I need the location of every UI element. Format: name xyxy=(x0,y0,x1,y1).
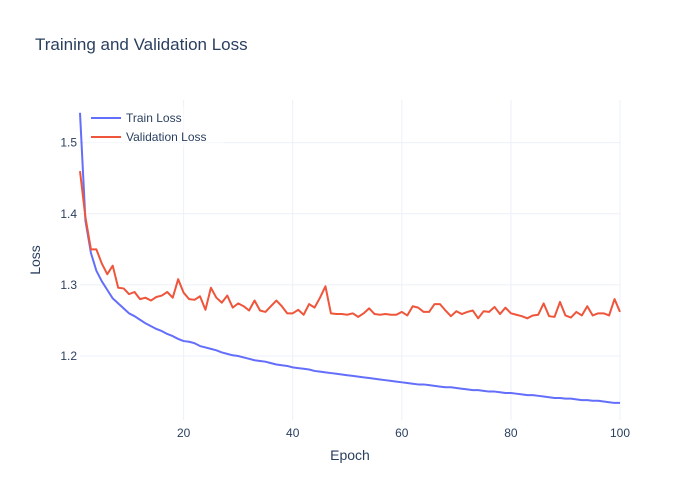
series-line-train-loss xyxy=(79,112,620,404)
y-tick-label: 1.5 xyxy=(60,136,77,150)
grid-lines xyxy=(80,100,621,420)
series-line-validation-loss xyxy=(79,170,621,320)
legend-label: Validation Loss xyxy=(126,130,207,144)
legend-item[interactable]: Validation Loss xyxy=(91,130,207,144)
x-axis-title: Epoch xyxy=(330,447,370,463)
y-axis-ticks: 1.2 1.3 1.4 1.5 xyxy=(60,136,77,363)
y-tick-label: 1.4 xyxy=(60,207,77,221)
y-tick-label: 1.3 xyxy=(60,278,77,292)
legend[interactable]: Train Loss Validation Loss xyxy=(84,106,224,148)
x-tick-label: 80 xyxy=(504,426,518,440)
legend-item[interactable]: Train Loss xyxy=(91,111,182,125)
legend-background xyxy=(84,106,224,148)
legend-label: Train Loss xyxy=(126,111,182,125)
x-tick-label: 40 xyxy=(286,426,300,440)
chart-title: Training and Validation Loss xyxy=(35,35,248,54)
x-tick-label: 60 xyxy=(395,426,409,440)
y-axis-title: Loss xyxy=(27,245,43,275)
y-tick-label: 1.2 xyxy=(60,349,77,363)
x-tick-label: 100 xyxy=(610,426,630,440)
x-axis-ticks: 20 40 60 80 100 xyxy=(177,426,630,440)
x-tick-label: 20 xyxy=(177,426,191,440)
series-lines xyxy=(79,112,621,404)
